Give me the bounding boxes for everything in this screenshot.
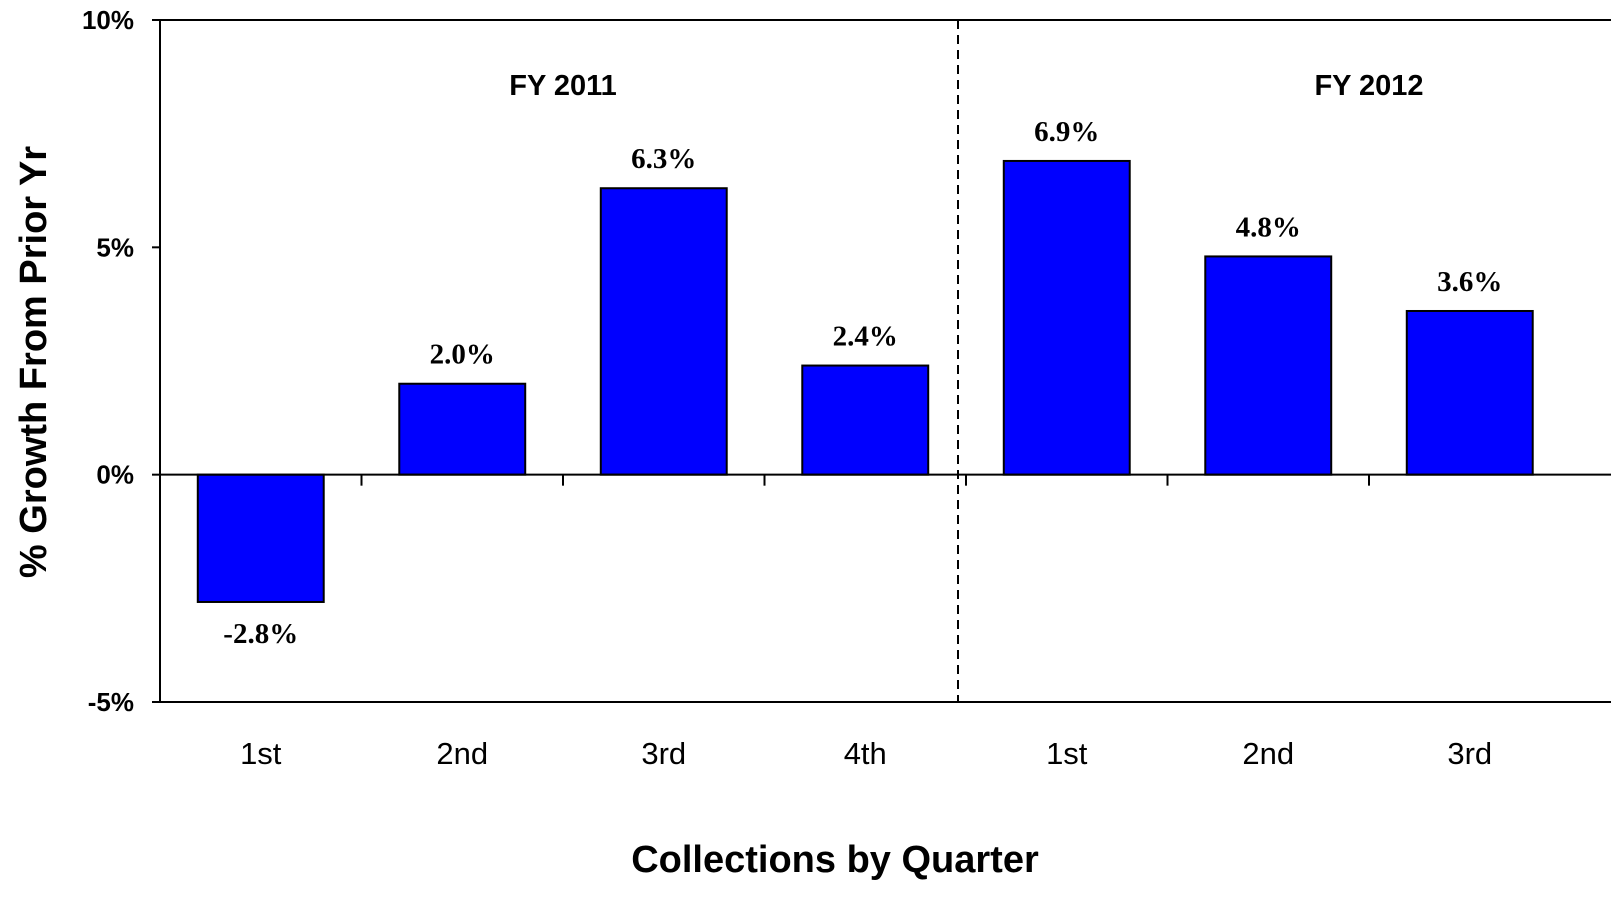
x-tick-label: 1st: [1046, 736, 1088, 771]
group-label: FY 2011: [509, 70, 617, 102]
x-tick-label: 2nd: [1242, 736, 1294, 771]
y-tick-label: 5%: [96, 232, 134, 262]
x-tick-label: 3rd: [1447, 736, 1492, 771]
x-tick-label: 3rd: [641, 736, 686, 771]
data-label: -2.8%: [223, 618, 298, 650]
y-tick-label: -5%: [88, 687, 134, 717]
bar: [801, 364, 930, 476]
x-tick-label: 2nd: [436, 736, 488, 771]
bar: [599, 187, 728, 476]
x-tick-label: 4th: [844, 736, 887, 771]
data-label: 2.4%: [833, 321, 898, 353]
y-tick-label: 10%: [82, 5, 134, 35]
bar: [196, 473, 325, 603]
data-label: 4.8%: [1236, 211, 1301, 243]
bar: [398, 382, 527, 476]
bar: [1204, 255, 1333, 476]
y-axis-title: % Growth From Prior Yr: [13, 146, 55, 578]
x-axis-title: Collections by Quarter: [631, 839, 1039, 881]
group-label: FY 2012: [1314, 70, 1423, 102]
data-label: 3.6%: [1437, 266, 1502, 298]
y-tick-label: 0%: [96, 460, 134, 490]
data-label: 6.3%: [631, 143, 696, 175]
data-label: 2.0%: [430, 339, 495, 371]
bar: [1002, 159, 1131, 476]
bar: [1405, 309, 1534, 476]
data-label: 6.9%: [1034, 116, 1099, 148]
x-tick-label: 1st: [240, 736, 282, 771]
